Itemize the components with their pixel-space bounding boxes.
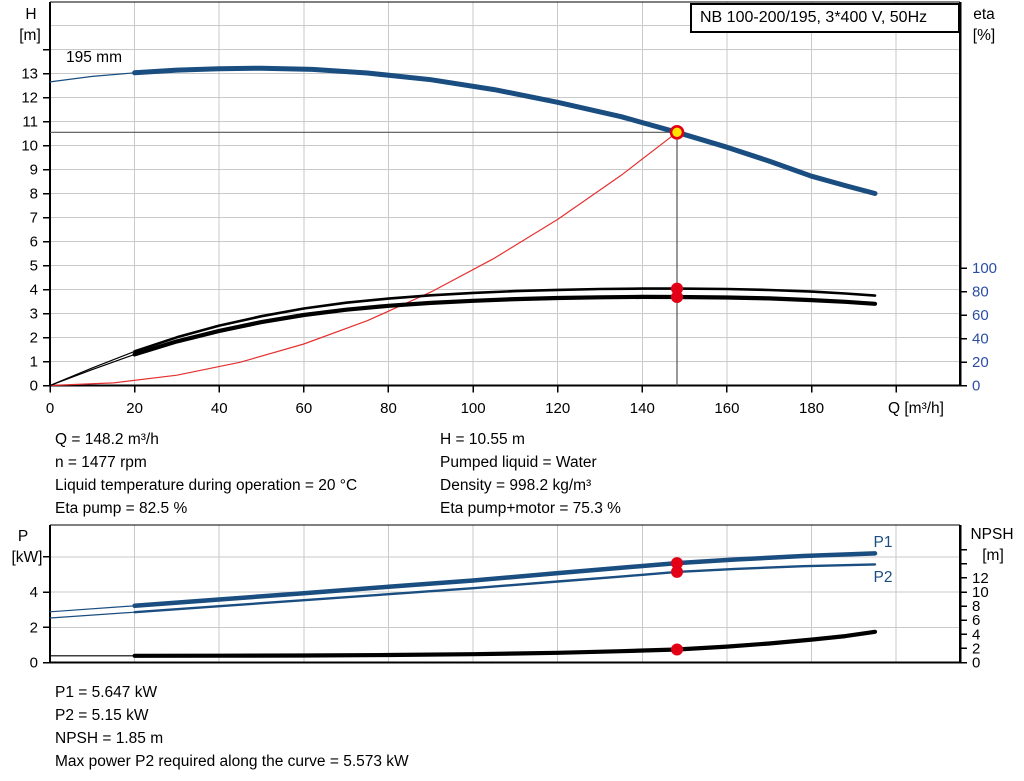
eta-pump-motor-duty-marker	[671, 291, 684, 304]
info-max-power: Max power P2 required along the curve = …	[55, 753, 409, 770]
x-axis-tick-label: 140	[630, 400, 655, 417]
info-npsh: NPSH = 1.85 m	[55, 730, 164, 747]
npsh-duty-marker	[671, 643, 684, 656]
head-curve-195mm	[49, 72, 136, 83]
left-axis-tick-label: 2	[30, 619, 38, 636]
right-axis-tick-label: 6	[972, 612, 980, 629]
eta-pump-motor-curve	[49, 353, 136, 387]
x-axis-tick-label: 40	[211, 400, 228, 417]
right-axis-title-1: NPSH	[970, 526, 1013, 543]
left-axis-tick-label: 1	[30, 354, 38, 371]
x-axis-tick-label: 100	[461, 400, 486, 417]
x-axis-tick-label: 60	[296, 400, 313, 417]
info-eta-pump-motor: Eta pump+motor = 75.3 %	[440, 500, 621, 517]
left-axis-tick-label: 8	[30, 186, 38, 203]
p1-duty-marker	[671, 557, 684, 570]
x-axis-title: Q [m³/h]	[888, 400, 944, 417]
left-axis-title-2: [kW]	[12, 549, 43, 566]
eta-pump-curve	[133, 287, 877, 353]
p2-curve	[49, 611, 136, 619]
left-axis-tick-label: 4	[30, 584, 38, 601]
p1-curve	[49, 605, 136, 613]
left-axis-tick-label: 13	[21, 66, 38, 83]
right-axis-tick-label: 0	[972, 655, 980, 672]
info-density: Density = 998.2 kg/m³	[440, 477, 592, 494]
info-liquid-temperature: Liquid temperature during operation = 20…	[55, 477, 358, 494]
left-axis-tick-label: 2	[30, 330, 38, 347]
info-eta-pump: Eta pump = 82.5 %	[55, 500, 188, 517]
right-axis-title-2: [m]	[982, 547, 1004, 564]
p1-curve-label: P1	[874, 534, 893, 551]
right-axis-title-2: [%]	[973, 27, 995, 44]
right-axis-tick-label: 20	[972, 354, 989, 371]
left-axis-tick-label: 10	[21, 138, 38, 155]
right-axis-tick-label: 80	[972, 284, 989, 301]
info-head: H = 10.55 m	[440, 431, 525, 448]
right-axis-tick-label: 8	[972, 598, 980, 615]
left-axis-tick-label: 11	[22, 114, 38, 131]
info-pumped-liquid: Pumped liquid = Water	[440, 454, 597, 471]
left-axis-tick-label: 7	[30, 210, 38, 227]
right-axis-tick-label: 100	[972, 260, 997, 277]
duty-info-left-column: Q = 148.2 m³/h n = 1477 rpm Liquid tempe…	[55, 428, 357, 520]
x-axis-tick-label: 20	[126, 400, 143, 417]
left-axis-title-1: H	[25, 6, 36, 23]
eta-pump-duty-marker	[671, 282, 684, 295]
left-axis-tick-label: 0	[30, 378, 38, 395]
right-axis-tick-label: 60	[972, 307, 989, 324]
left-axis-title-1: P	[18, 528, 28, 545]
right-axis-tick-label: 0	[972, 378, 980, 395]
x-axis-tick-label: 160	[714, 400, 739, 417]
info-p2: P2 = 5.15 kW	[55, 707, 149, 724]
power-info-block: P1 = 5.647 kW P2 = 5.15 kW NPSH = 1.85 m…	[55, 681, 409, 773]
left-axis-tick-label: 4	[30, 282, 38, 299]
x-axis-tick-label: 0	[46, 400, 54, 417]
info-speed: n = 1477 rpm	[55, 454, 147, 471]
left-axis-tick-label: 0	[30, 655, 38, 672]
right-axis-tick-label: 4	[972, 626, 980, 643]
info-p1: P1 = 5.647 kW	[55, 684, 158, 701]
left-axis-tick-label: 3	[30, 306, 38, 323]
p1-curve	[132, 551, 878, 609]
left-axis-title-2: [m]	[19, 27, 41, 44]
duty-point-marker	[669, 125, 685, 140]
x-axis-tick-label: 120	[545, 400, 570, 417]
right-axis-tick-label: 40	[972, 331, 989, 348]
right-axis-tick-label: 10	[972, 584, 989, 601]
x-axis-tick-label: 180	[799, 400, 824, 417]
p2-curve	[133, 563, 877, 614]
head-curve-195mm	[132, 65, 878, 196]
impeller-diameter-label: 195 mm	[66, 49, 122, 66]
x-axis-tick-label: 80	[380, 400, 397, 417]
left-axis-tick-label: 12	[21, 90, 38, 107]
p2-duty-marker	[671, 565, 684, 578]
left-axis-tick-label: 9	[30, 162, 38, 179]
left-axis-tick-label: 6	[30, 234, 38, 251]
eta-pump-motor-curve	[132, 294, 878, 357]
right-axis-tick-label: 2	[972, 640, 980, 657]
p2-curve-label: P2	[874, 569, 893, 586]
npsh-curve	[132, 629, 878, 658]
duty-info-right-column: H = 10.55 m Pumped liquid = Water Densit…	[440, 428, 621, 520]
right-axis-title-1: eta	[973, 6, 995, 23]
right-axis-tick-label: 12	[972, 570, 989, 587]
left-axis-tick-label: 5	[30, 258, 38, 275]
pump-title-box: NB 100-200/195, 3*400 V, 50Hz	[690, 3, 960, 33]
system-curve	[49, 131, 678, 387]
info-flow: Q = 148.2 m³/h	[55, 431, 159, 448]
